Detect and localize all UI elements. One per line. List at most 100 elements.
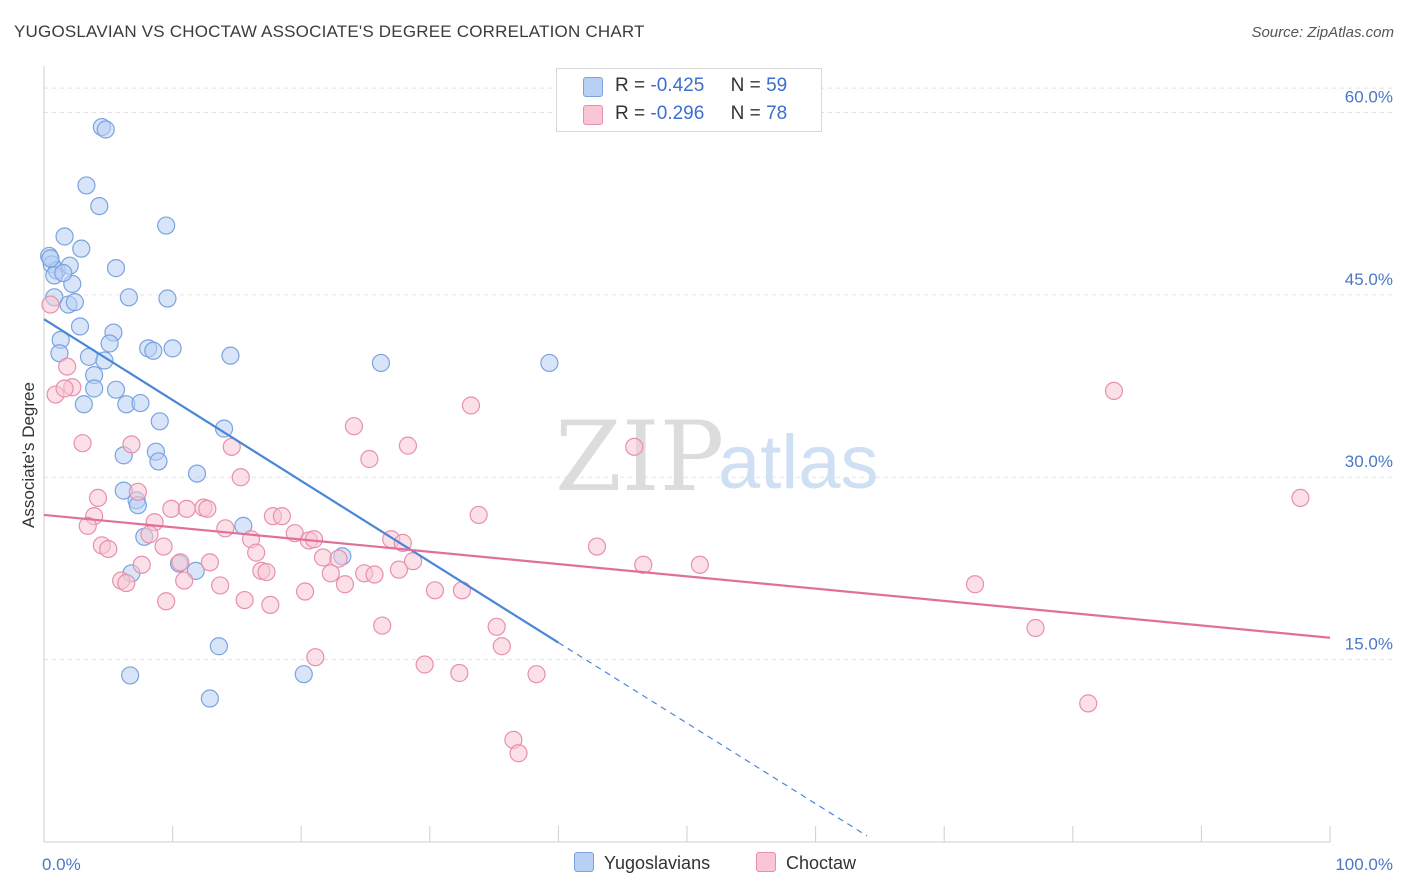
- legend-swatch-yugoslavians: [583, 77, 603, 97]
- choctaw-point: [625, 437, 644, 456]
- choctaw-point: [690, 555, 709, 574]
- choctaw-point: [247, 543, 266, 562]
- source-credit: Source: ZipAtlas.com: [1251, 24, 1394, 41]
- y-tick-label: 60.0%: [1345, 87, 1393, 106]
- choctaw-point: [122, 435, 141, 454]
- yugoslavian-point: [100, 334, 119, 353]
- yugoslavian-point: [121, 666, 140, 685]
- choctaw-point: [527, 665, 546, 684]
- yugoslavian-point: [50, 344, 69, 363]
- y-tick-label: 30.0%: [1345, 452, 1393, 471]
- choctaw-point: [99, 539, 118, 559]
- legend-n-label: N =: [730, 75, 761, 96]
- legend-n-value: 78: [766, 103, 788, 124]
- choctaw-point: [295, 582, 315, 601]
- yugoslavian-point: [157, 216, 176, 235]
- choctaw-point: [329, 549, 348, 568]
- yugoslavian-point: [85, 379, 104, 398]
- x-tick-label: 100.0%: [1335, 855, 1393, 874]
- yugoslavian-point: [371, 353, 391, 373]
- axes: [43, 66, 1331, 843]
- choctaw-point: [306, 648, 325, 667]
- choctaw-point: [177, 499, 196, 518]
- choctaw-point: [58, 357, 77, 376]
- yugoslavian-trend-extension: [558, 642, 868, 837]
- watermark: ZIP atlas: [555, 401, 879, 513]
- choctaw-point: [425, 581, 445, 600]
- yugoslavian-point: [54, 263, 73, 283]
- series-legend-yugoslavians: Yugoslavians: [574, 852, 710, 874]
- yugoslavian-point: [55, 227, 74, 246]
- choctaw-point: [373, 616, 392, 635]
- choctaw-point: [198, 499, 217, 518]
- yugoslavian-point: [150, 412, 169, 431]
- choctaw-point: [452, 581, 472, 600]
- yugoslavian-point: [95, 351, 114, 370]
- choctaw-point: [509, 744, 528, 763]
- y-tick-label: 15.0%: [1345, 635, 1393, 654]
- x-tick-labels: 0.0% 100.0%: [42, 855, 1393, 874]
- yugoslavian-point: [149, 452, 168, 471]
- legend-r-value: -0.296: [650, 103, 705, 124]
- choctaw-point: [175, 571, 194, 590]
- choctaw-point: [211, 576, 230, 595]
- legend-r-value: -0.425: [650, 75, 705, 96]
- yugoslavian-point: [106, 259, 126, 278]
- yugoslavian-point: [65, 293, 84, 312]
- legend-n-value: 59: [766, 75, 788, 96]
- choctaw-point: [132, 555, 151, 574]
- choctaw-point: [492, 637, 511, 656]
- y-axis-label: Associate's Degree: [19, 382, 38, 528]
- choctaw-point: [272, 507, 292, 526]
- yugoslavian-point: [144, 341, 163, 360]
- yugoslavian-point: [131, 393, 150, 413]
- yugoslavian-point: [214, 419, 234, 438]
- choctaw-point: [365, 565, 384, 584]
- yugoslavian-point: [294, 665, 313, 684]
- legend-r-label: R =: [615, 103, 646, 124]
- choctaw-point: [634, 555, 653, 574]
- choctaw-point: [403, 552, 423, 571]
- yugoslavian-trend-line: [43, 318, 559, 644]
- choctaw-point: [78, 516, 97, 535]
- yugoslavian-point: [186, 561, 205, 580]
- choctaw-point: [313, 548, 333, 567]
- gridlines: [44, 87, 1394, 661]
- choctaw-point: [415, 655, 434, 674]
- yugoslavian-point: [158, 289, 177, 308]
- yugoslavian-point: [221, 346, 240, 365]
- choctaw-point: [157, 592, 176, 611]
- series-name-choctaw: Choctaw: [786, 853, 857, 873]
- yugoslavian-point: [540, 353, 559, 373]
- yugoslavian-point: [106, 380, 126, 399]
- x-tick-label: 0.0%: [42, 855, 81, 874]
- choctaw-point: [398, 436, 418, 455]
- legend-r-label: R =: [615, 75, 646, 96]
- choctaw-point: [73, 434, 92, 453]
- choctaw-point: [117, 573, 136, 593]
- choctaw-point: [344, 417, 364, 436]
- yugoslavian-point: [209, 637, 228, 656]
- choctaw-point: [55, 379, 74, 398]
- choctaw-point: [235, 590, 254, 610]
- choctaw-point: [162, 499, 181, 518]
- choctaw-point: [1079, 694, 1098, 713]
- yugoslavian-point: [90, 196, 109, 216]
- choctaw-point: [216, 519, 235, 538]
- watermark-zip: ZIP: [555, 401, 724, 513]
- data-points: [40, 117, 1310, 763]
- choctaw-point: [360, 449, 379, 469]
- choctaw-point: [1291, 488, 1310, 508]
- yugoslavian-point: [187, 464, 207, 483]
- yugoslavian-point: [74, 395, 93, 414]
- yugoslavian-point: [41, 249, 60, 268]
- choctaw-point: [128, 482, 147, 501]
- choctaw-point: [257, 562, 276, 582]
- legend-swatch-choctaw: [583, 105, 603, 125]
- yugoslavian-point: [72, 239, 91, 258]
- choctaw-point: [1026, 618, 1045, 638]
- choctaw-point: [154, 537, 173, 556]
- choctaw-point: [469, 505, 488, 525]
- choctaw-point: [231, 468, 250, 487]
